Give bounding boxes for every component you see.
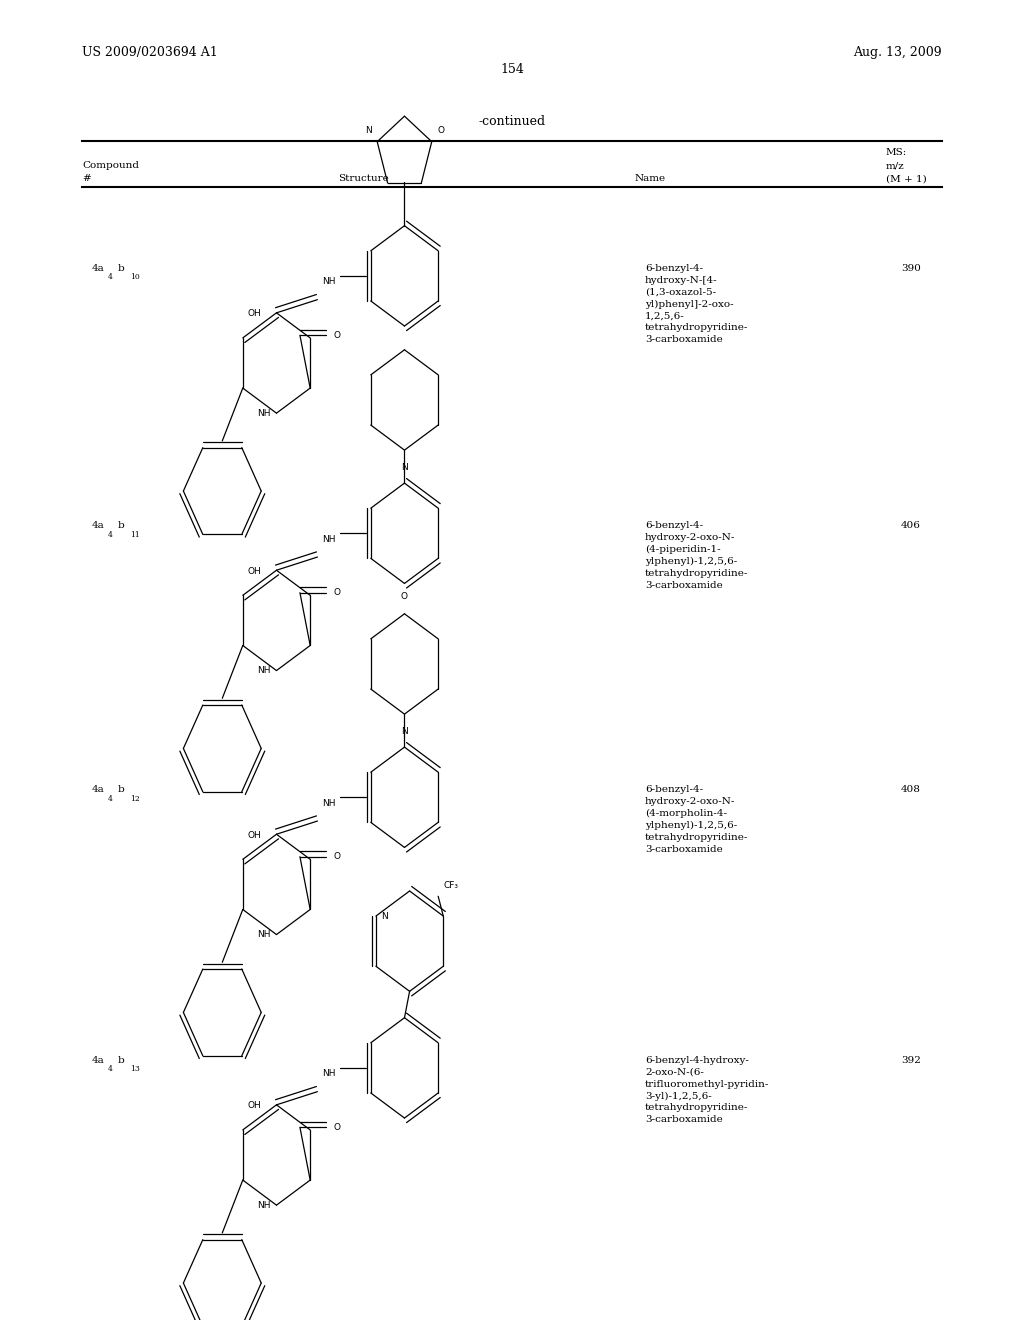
Text: 6-benzyl-4-
hydroxy-2-oxo-N-
(4-piperidin-1-
ylphenyl)-1,2,5,6-
tetrahydropyridi: 6-benzyl-4- hydroxy-2-oxo-N- (4-piperidi…: [645, 521, 749, 590]
Text: 390: 390: [901, 264, 921, 273]
Text: NH: NH: [323, 535, 336, 544]
Text: (M + 1): (M + 1): [886, 174, 927, 183]
Text: N: N: [381, 912, 388, 920]
Text: m/z: m/z: [886, 161, 904, 170]
Text: 406: 406: [901, 521, 921, 531]
Text: NH: NH: [257, 1201, 271, 1209]
Text: US 2009/0203694 A1: US 2009/0203694 A1: [82, 46, 218, 59]
Text: NH: NH: [323, 1069, 336, 1078]
Text: O: O: [334, 331, 341, 339]
Text: 6-benzyl-4-hydroxy-
2-oxo-N-(6-
trifluoromethyl-pyridin-
3-yl)-1,2,5,6-
tetrahyd: 6-benzyl-4-hydroxy- 2-oxo-N-(6- trifluor…: [645, 1056, 769, 1125]
Text: N: N: [366, 127, 372, 135]
Text: OH: OH: [248, 830, 262, 840]
Text: 4: 4: [108, 795, 113, 803]
Text: b: b: [118, 785, 125, 795]
Text: 4: 4: [108, 273, 113, 281]
Text: b: b: [118, 521, 125, 531]
Text: OH: OH: [248, 1101, 262, 1110]
Text: NH: NH: [257, 667, 271, 675]
Text: N: N: [401, 463, 408, 473]
Text: #: #: [82, 174, 91, 183]
Text: O: O: [438, 127, 444, 135]
Text: Compound: Compound: [82, 161, 139, 170]
Text: 4: 4: [108, 531, 113, 539]
Text: NH: NH: [257, 409, 271, 417]
Text: 408: 408: [901, 785, 921, 795]
Text: Aug. 13, 2009: Aug. 13, 2009: [853, 46, 942, 59]
Text: 4a: 4a: [92, 1056, 104, 1065]
Text: 11: 11: [130, 531, 140, 539]
Text: 6-benzyl-4-
hydroxy-N-[4-
(1,3-oxazol-5-
yl)phenyl]-2-oxo-
1,2,5,6-
tetrahydropy: 6-benzyl-4- hydroxy-N-[4- (1,3-oxazol-5-…: [645, 264, 749, 345]
Text: O: O: [334, 1123, 341, 1131]
Text: 12: 12: [130, 795, 140, 803]
Text: OH: OH: [248, 309, 262, 318]
Text: NH: NH: [257, 931, 271, 939]
Text: 6-benzyl-4-
hydroxy-2-oxo-N-
(4-morpholin-4-
ylphenyl)-1,2,5,6-
tetrahydropyridi: 6-benzyl-4- hydroxy-2-oxo-N- (4-morpholi…: [645, 785, 749, 854]
Text: N: N: [401, 727, 408, 737]
Text: -continued: -continued: [478, 115, 546, 128]
Text: MS:: MS:: [886, 148, 907, 157]
Text: Structure: Structure: [338, 174, 389, 183]
Text: 10: 10: [130, 273, 140, 281]
Text: 4a: 4a: [92, 785, 104, 795]
Text: NH: NH: [323, 277, 336, 286]
Text: O: O: [334, 853, 341, 861]
Text: 4a: 4a: [92, 521, 104, 531]
Text: 4: 4: [108, 1065, 113, 1073]
Text: 13: 13: [130, 1065, 140, 1073]
Text: b: b: [118, 1056, 125, 1065]
Text: 392: 392: [901, 1056, 921, 1065]
Text: O: O: [401, 591, 408, 601]
Text: OH: OH: [248, 566, 262, 576]
Text: CF₃: CF₃: [443, 880, 459, 890]
Text: 4a: 4a: [92, 264, 104, 273]
Text: b: b: [118, 264, 125, 273]
Text: Name: Name: [635, 174, 666, 183]
Text: 154: 154: [500, 63, 524, 77]
Text: O: O: [334, 589, 341, 597]
Text: NH: NH: [323, 799, 336, 808]
